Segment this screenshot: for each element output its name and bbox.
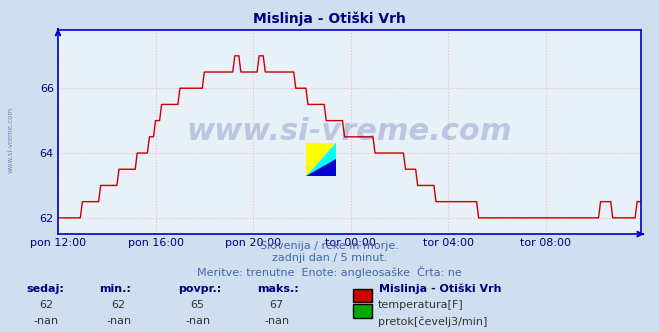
Text: 62: 62 — [39, 300, 53, 310]
Text: Slovenija / reke in morje.: Slovenija / reke in morje. — [260, 241, 399, 251]
Text: www.si-vreme.com: www.si-vreme.com — [8, 106, 14, 173]
Text: zadnji dan / 5 minut.: zadnji dan / 5 minut. — [272, 253, 387, 263]
Text: Mislinja - Otiški Vrh: Mislinja - Otiški Vrh — [379, 284, 501, 294]
Text: temperatura[F]: temperatura[F] — [378, 300, 463, 310]
Polygon shape — [306, 143, 336, 176]
Text: -nan: -nan — [185, 316, 210, 326]
Text: maks.:: maks.: — [257, 284, 299, 294]
Polygon shape — [306, 143, 336, 176]
Text: -nan: -nan — [106, 316, 131, 326]
Text: 62: 62 — [111, 300, 126, 310]
Text: 65: 65 — [190, 300, 205, 310]
Text: povpr.:: povpr.: — [178, 284, 221, 294]
Text: Meritve: trenutne  Enote: angleosaške  Črta: ne: Meritve: trenutne Enote: angleosaške Črt… — [197, 266, 462, 278]
Text: www.si-vreme.com: www.si-vreme.com — [186, 118, 513, 146]
Text: pretok[čevelj3/min]: pretok[čevelj3/min] — [378, 316, 487, 327]
Text: Mislinja - Otiški Vrh: Mislinja - Otiški Vrh — [253, 12, 406, 26]
Text: sedaj:: sedaj: — [26, 284, 64, 294]
Text: -nan: -nan — [34, 316, 59, 326]
Polygon shape — [306, 159, 336, 176]
Text: -nan: -nan — [264, 316, 289, 326]
Text: min.:: min.: — [99, 284, 130, 294]
Text: 67: 67 — [270, 300, 284, 310]
